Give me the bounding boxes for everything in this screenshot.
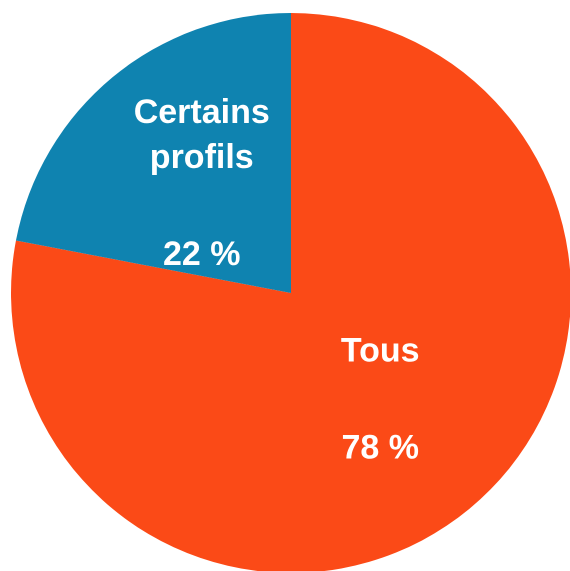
value-label: 78 %: [341, 428, 419, 466]
pie-slice: [11, 13, 570, 571]
slice-label-line: Certains: [134, 93, 270, 131]
slice-label-line: Tous: [341, 331, 420, 369]
pie-slice: [15, 13, 292, 293]
value-label: 22 %: [163, 235, 241, 273]
slice-label-line: profils: [150, 138, 254, 176]
slice-label: Certains profils: [134, 93, 270, 176]
slice-label: Tous: [341, 331, 420, 369]
